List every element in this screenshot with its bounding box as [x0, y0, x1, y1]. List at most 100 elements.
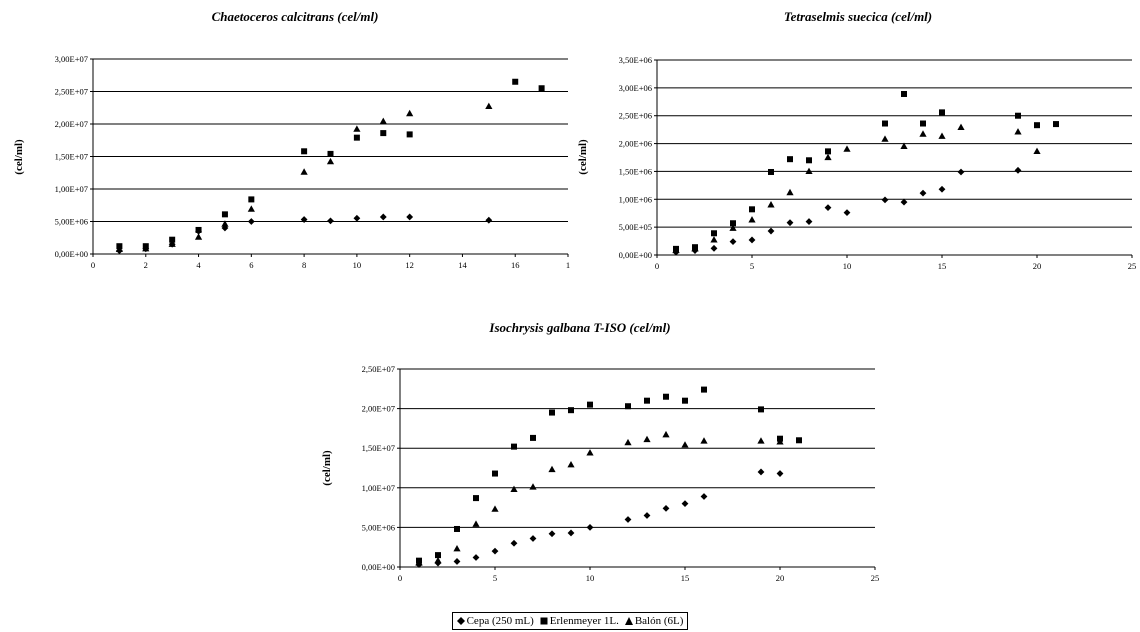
chart-isochrysis: 0,00E+00 5,00E+06 1,00E+07 1,50E+07 2,00E+07… — [321, 364, 879, 583]
data-point-square — [644, 397, 650, 404]
data-point-diamond — [919, 189, 927, 197]
data-point-square — [825, 148, 831, 155]
data-point-square — [301, 148, 308, 155]
y-tick-label: 2,50E+07 — [55, 87, 88, 97]
data-point-square — [353, 134, 360, 141]
data-point-triangle — [672, 246, 680, 254]
triangle-marker-icon — [624, 617, 633, 625]
data-point-triangle — [710, 236, 718, 243]
data-point-triangle — [567, 461, 575, 468]
chart-chaetoceros: 0,00E+00 5,00E+06 1,00E+07 1,50E+07 2,00E+07… — [13, 54, 570, 270]
data-point-triangle — [748, 216, 756, 223]
x-tick-label: 0 — [398, 573, 402, 583]
data-point-square — [701, 386, 707, 393]
data-point-triangle — [900, 142, 908, 149]
square-marker-icon — [540, 617, 548, 625]
data-point-square — [882, 120, 888, 127]
x-tick-label: 4 — [196, 260, 201, 270]
data-point-diamond — [529, 535, 537, 542]
data-point-triangle — [843, 145, 851, 152]
x-tick-label: 5 — [750, 261, 754, 271]
data-point-diamond — [748, 236, 756, 244]
data-point-square — [758, 406, 764, 413]
data-point-triangle — [485, 102, 493, 110]
chart-title-isochrysis: Isochrysis galbana T-ISO (cel/ml) — [489, 320, 671, 335]
data-point-square — [568, 407, 574, 414]
data-point-triangle — [700, 437, 708, 444]
data-point-square — [1034, 122, 1040, 129]
data-point-square — [730, 220, 736, 227]
y-axis-label: (cel/ml) — [577, 139, 589, 175]
data-point-triangle — [168, 240, 176, 247]
data-point-triangle — [957, 123, 965, 131]
data-point-triangle — [300, 168, 308, 175]
data-point-triangle — [247, 205, 255, 212]
x-tick-label: 10 — [353, 260, 362, 270]
y-tick-label: 1,50E+07 — [362, 443, 395, 453]
data-point-square — [248, 196, 255, 203]
data-point-square — [920, 120, 926, 127]
x-tick-label: 0 — [91, 260, 95, 270]
data-point-triangle — [643, 435, 651, 443]
diamond-marker-icon — [456, 617, 465, 625]
data-point-square — [625, 403, 631, 410]
y-tick-label: 3,00E+07 — [55, 54, 88, 64]
legend-label-balon: Balón (6L) — [634, 615, 684, 627]
data-point-triangle — [115, 245, 123, 253]
data-point-square — [663, 393, 669, 400]
y-tick-label: 5,00E+05 — [619, 222, 652, 232]
y-tick-label: 1,50E+06 — [619, 166, 652, 176]
y-tick-label: 2,50E+06 — [619, 111, 652, 121]
data-point-square — [901, 90, 907, 97]
y-tick-label: 1,50E+07 — [55, 152, 88, 162]
legend-item-erlenmeyer: Erlenmeyer 1L. — [540, 615, 619, 627]
data-point-triangle — [767, 201, 775, 208]
data-point-square — [796, 437, 802, 444]
data-point-diamond — [548, 530, 556, 538]
legend: Cepa (250 mL) Erlenmeyer 1L. Balón (6L) — [452, 612, 688, 630]
x-tick-label: 10 — [843, 261, 852, 271]
data-point-triangle — [757, 437, 765, 444]
data-point-square — [749, 206, 755, 213]
data-point-triangle — [691, 245, 699, 252]
data-point-diamond — [247, 218, 255, 225]
y-tick-label: 2,50E+07 — [362, 364, 395, 374]
data-point-diamond — [757, 468, 765, 476]
chart-title-chaetoceros: Chaetoceros calcitrans (cel/ml) — [211, 9, 379, 24]
data-point-diamond — [700, 493, 708, 500]
data-point-diamond — [624, 516, 632, 523]
data-point-diamond — [510, 539, 518, 547]
x-tick-label: 10 — [586, 573, 595, 583]
data-point-diamond — [710, 244, 718, 252]
y-tick-label: 3,50E+06 — [619, 55, 652, 65]
x-tick-label: 15 — [938, 261, 947, 271]
x-tick-label: 5 — [493, 573, 497, 583]
data-point-triangle — [434, 556, 442, 564]
data-point-triangle — [548, 465, 556, 473]
data-point-diamond — [1014, 166, 1022, 174]
data-point-diamond — [805, 218, 813, 225]
data-point-triangle — [681, 441, 689, 448]
data-point-diamond — [938, 185, 946, 193]
data-point-diamond — [729, 238, 737, 246]
data-point-diamond — [327, 217, 334, 225]
data-point-square — [221, 211, 228, 218]
data-point-triangle — [194, 233, 203, 240]
data-point-square — [512, 78, 519, 85]
data-point-diamond — [586, 524, 594, 531]
y-tick-label: 3,00E+06 — [619, 83, 652, 93]
y-tick-label: 2,00E+06 — [619, 139, 652, 149]
data-point-diamond — [900, 198, 908, 206]
x-tick-label: 25 — [1128, 261, 1137, 271]
y-tick-label: 5,00E+06 — [55, 217, 88, 227]
y-tick-label: 0,00E+00 — [619, 250, 652, 260]
data-point-diamond — [662, 504, 670, 512]
data-point-triangle — [491, 505, 499, 512]
data-point-diamond — [491, 547, 499, 555]
data-point-triangle — [529, 483, 537, 490]
x-tick-label: 12 — [405, 260, 414, 270]
legend-label-cepa: Cepa (250 mL) — [466, 615, 534, 627]
y-tick-label: 5,00E+06 — [362, 522, 395, 532]
x-tick-label: 8 — [302, 260, 306, 270]
data-point-triangle — [824, 153, 832, 161]
